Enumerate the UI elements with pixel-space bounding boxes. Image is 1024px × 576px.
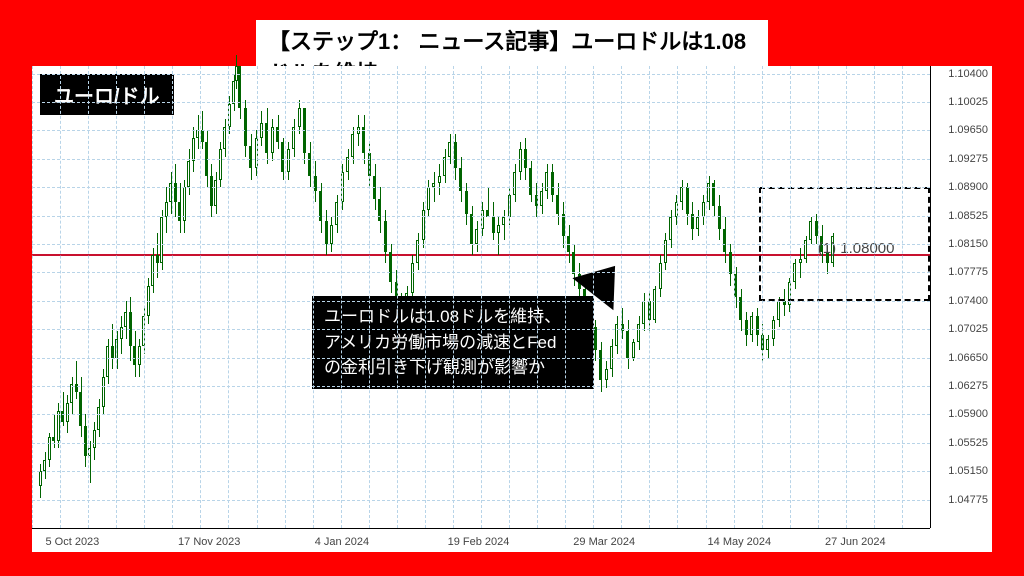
x-tick: 27 Jun 2024 — [825, 536, 886, 548]
y-tick: 1.09275 — [948, 153, 988, 165]
x-tick: 29 Mar 2024 — [573, 536, 635, 548]
chart-area: (1) 1.08000 ユーロ/ドル ユーロドルは1.08ドルを維持、アメリカ労… — [32, 66, 992, 552]
y-tick: 1.07400 — [948, 295, 988, 307]
y-tick: 1.05150 — [948, 465, 988, 477]
y-tick: 1.06275 — [948, 380, 988, 392]
y-tick: 1.07025 — [948, 323, 988, 335]
y-tick: 1.06650 — [948, 352, 988, 364]
x-tick: 14 May 2024 — [708, 536, 772, 548]
y-tick: 1.10400 — [948, 68, 988, 80]
x-axis: 5 Oct 2023 17 Nov 2023 4 Jan 2024 19 Feb 20… — [32, 528, 930, 552]
y-tick: 1.07775 — [948, 266, 988, 278]
y-tick: 1.08900 — [948, 181, 988, 193]
y-tick: 1.08525 — [948, 210, 988, 222]
y-tick: 1.10025 — [948, 96, 988, 108]
y-tick: 1.05900 — [948, 408, 988, 420]
y-tick: 1.05525 — [948, 437, 988, 449]
y-tick: 1.04775 — [948, 494, 988, 506]
highlight-box-label: (1) 1.08000 — [818, 240, 895, 257]
x-tick: 19 Feb 2024 — [448, 536, 510, 548]
y-tick: 1.09650 — [948, 124, 988, 136]
x-tick: 17 Nov 2023 — [178, 536, 240, 548]
x-tick: 5 Oct 2023 — [45, 536, 99, 548]
x-tick: 4 Jan 2024 — [315, 536, 369, 548]
chart-plot: (1) 1.08000 ユーロ/ドル ユーロドルは1.08ドルを維持、アメリカ労… — [32, 66, 930, 528]
y-tick: 1.08150 — [948, 238, 988, 250]
y-axis: 1.10400 1.10025 1.09650 1.09275 1.08900 1.085… — [930, 66, 992, 528]
